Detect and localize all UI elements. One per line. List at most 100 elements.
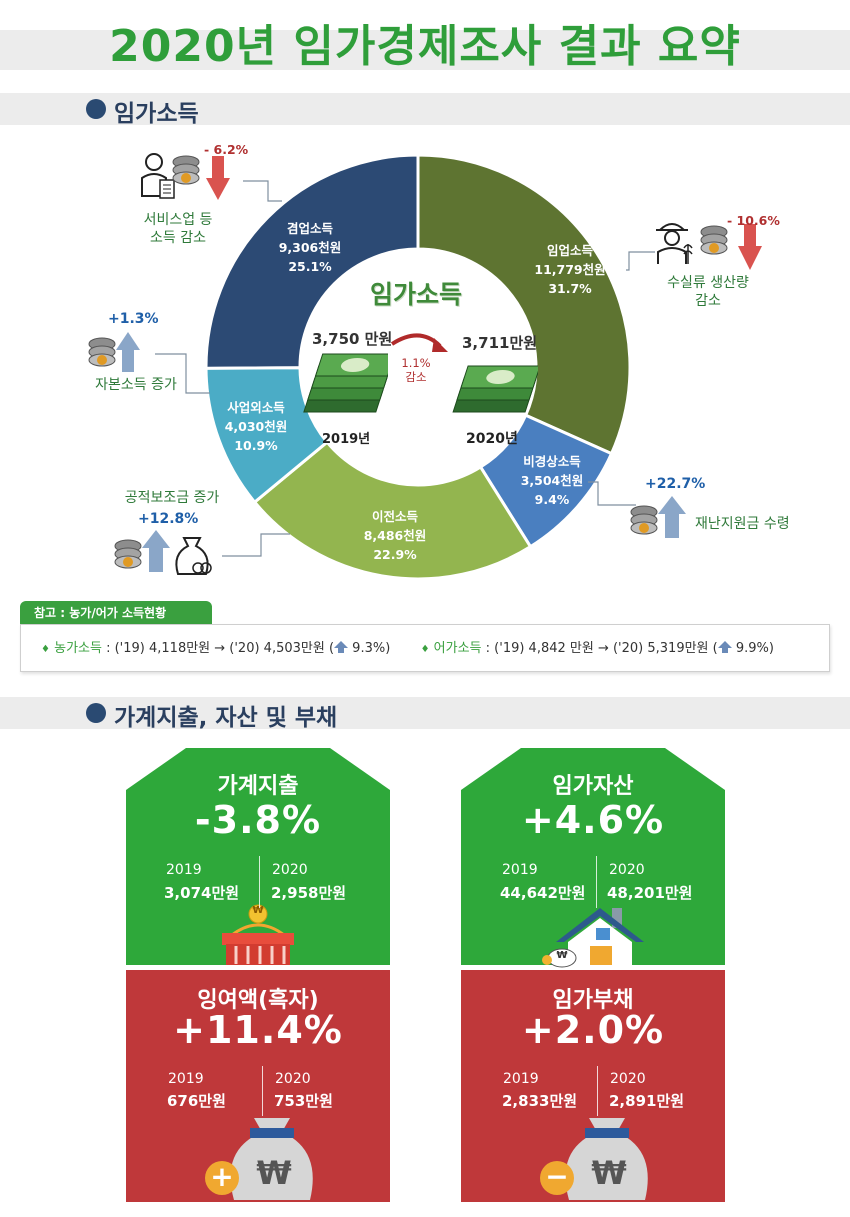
subsidy-pct: +12.8%	[138, 511, 199, 527]
segment-pct: 9.4%	[534, 492, 570, 507]
segment-name: 임업소득	[546, 243, 593, 258]
card-debt-title: 임가부채	[552, 988, 634, 1013]
donut-segment-imeop	[416, 153, 632, 456]
bag-won-icon: ₩	[556, 950, 568, 961]
bullet-icon: ♦	[41, 644, 50, 655]
segment-name: 겸업소득	[286, 221, 333, 236]
card-surplus-title: 잉여액(흑자)	[197, 988, 319, 1013]
segment-value: 3,504천원	[520, 473, 584, 488]
service-line1: 서비스업 등	[143, 212, 213, 228]
segment-value: 4,030천원	[224, 419, 288, 434]
coin-stack-increase-icon	[88, 332, 140, 372]
decrease-arrow-head-icon	[432, 338, 448, 352]
income-donut-chart	[155, 153, 655, 581]
leader-line-subsidy	[222, 533, 290, 557]
card-debt-value2: 2,891만원	[609, 1092, 685, 1110]
disaster-pct: +22.7%	[645, 476, 706, 492]
change-label: 1.1% 감소	[398, 356, 434, 384]
year-2020: 2020년	[466, 431, 518, 447]
card-asset-year2: 2020	[609, 862, 645, 878]
debt-won-icon: ₩	[591, 1154, 627, 1192]
segment-label-ijeon: 이전소득 8,486천원 22.9%	[350, 507, 440, 564]
card-asset-value2: 48,201만원	[607, 884, 693, 902]
card-surplus-year1: 2019	[168, 1071, 204, 1087]
section-bullet-icon	[86, 99, 106, 119]
reference-tab: 참고 : 농가/어가 소득현황	[20, 601, 212, 625]
service-line2: 소득 감소	[150, 230, 206, 246]
section-band-income	[0, 93, 850, 125]
amount-2020: 3,711만원	[462, 334, 538, 352]
capital-label: 자본소득 증가	[95, 377, 177, 393]
up-arrow-icon	[334, 641, 349, 653]
fish-income-label: 어가소득	[433, 641, 482, 656]
disaster-label: 재난지원금 수령	[695, 516, 790, 532]
segment-pct: 10.9%	[234, 438, 278, 453]
coin-bag-subsidy-icon	[114, 530, 212, 575]
section-title-income: 임가소득	[114, 101, 199, 127]
harvest-pct: - 10.6%	[727, 213, 780, 228]
basket-icon	[222, 904, 294, 965]
card-asset-value1: 44,642만원	[500, 884, 586, 902]
up-arrow-icon	[717, 641, 732, 653]
card-surplus-value1: 676만원	[167, 1092, 226, 1110]
page-title: 2020년 임가경제조사 결과 요약	[109, 21, 741, 72]
card-divider	[596, 856, 597, 908]
coin-stack-decrease-icon	[172, 155, 230, 200]
segment-value: 11,779천원	[534, 262, 606, 277]
capital-pct: +1.3%	[108, 311, 159, 327]
money-bag-plus-icon	[205, 1118, 313, 1200]
card-expense-year2: 2020	[272, 862, 308, 878]
change-word: 감소	[405, 370, 427, 384]
card-divider	[262, 1066, 263, 1116]
house-icon	[542, 908, 644, 968]
card-expense-pct: -3.8%	[194, 798, 322, 842]
money-stack-2019-icon	[303, 353, 388, 413]
leader-line-service	[243, 180, 282, 202]
leader-line-capital	[155, 353, 210, 394]
segment-label-imeop: 임업소득 11,779천원 31.7%	[520, 241, 620, 298]
fish-income-text: : ('19) 4,842 만원 → ('20) 5,319만원 (	[485, 641, 718, 656]
forester-icon	[656, 223, 762, 270]
card-debt-year2: 2020	[610, 1071, 646, 1087]
card-surplus-year2: 2020	[275, 1071, 311, 1087]
coin-won-icon: ₩	[252, 905, 264, 916]
farm-income-pct: 9.3%)	[352, 641, 391, 656]
service-worker-icon	[141, 153, 175, 199]
card-debt-pct: +2.0%	[521, 1008, 665, 1052]
segment-name: 이전소득	[371, 509, 418, 524]
surplus-won-icon: ₩	[256, 1154, 292, 1192]
harvest-line1: 수실류 생산량	[667, 275, 749, 291]
coin-stack-disaster-icon	[630, 496, 686, 538]
card-asset-pct: +4.6%	[521, 798, 665, 842]
harvest-line2: 감소	[695, 293, 721, 309]
card-divider	[259, 856, 260, 908]
card-asset-year1: 2019	[502, 862, 538, 878]
harvest-annotation: 수실류 생산량 감소	[658, 274, 758, 310]
leader-line-disaster	[588, 481, 636, 506]
subsidy-label: 공적보조금 증가	[124, 490, 220, 506]
reference-box: ♦ 농가소득 : ('19) 4,118만원 → ('20) 4,503만원 (…	[20, 624, 830, 672]
segment-label-bigyeong: 비경상소득 3,504천원 9.4%	[507, 452, 597, 509]
title-band	[0, 30, 850, 70]
minus-icon: −	[545, 1160, 569, 1193]
money-stack-2020-icon	[452, 365, 538, 413]
year-2019: 2019년	[322, 432, 371, 447]
bullet-icon: ♦	[420, 644, 430, 655]
segment-value: 9,306천원	[278, 240, 342, 255]
card-asset-title: 임가자산	[552, 774, 634, 799]
card-surplus-value2: 753만원	[274, 1092, 333, 1110]
farm-income-text: : ('19) 4,118만원 → ('20) 4,503만원 (	[106, 641, 335, 656]
donut-segment-saeopoe	[204, 366, 330, 505]
segment-pct: 22.9%	[373, 547, 417, 562]
segment-name: 사업외소득	[227, 400, 285, 415]
section-bullet-icon	[86, 703, 106, 723]
money-bag-minus-icon	[540, 1118, 648, 1200]
segment-value: 8,486천원	[363, 528, 427, 543]
donut-center-title: 임가소득	[370, 280, 463, 309]
card-expense-year1: 2019	[166, 862, 202, 878]
donut-segment-ijeon	[252, 440, 533, 581]
card-debt-year1: 2019	[503, 1071, 539, 1087]
service-annotation: 서비스업 등 소득 감소	[128, 211, 228, 247]
segment-pct: 25.1%	[288, 259, 332, 274]
